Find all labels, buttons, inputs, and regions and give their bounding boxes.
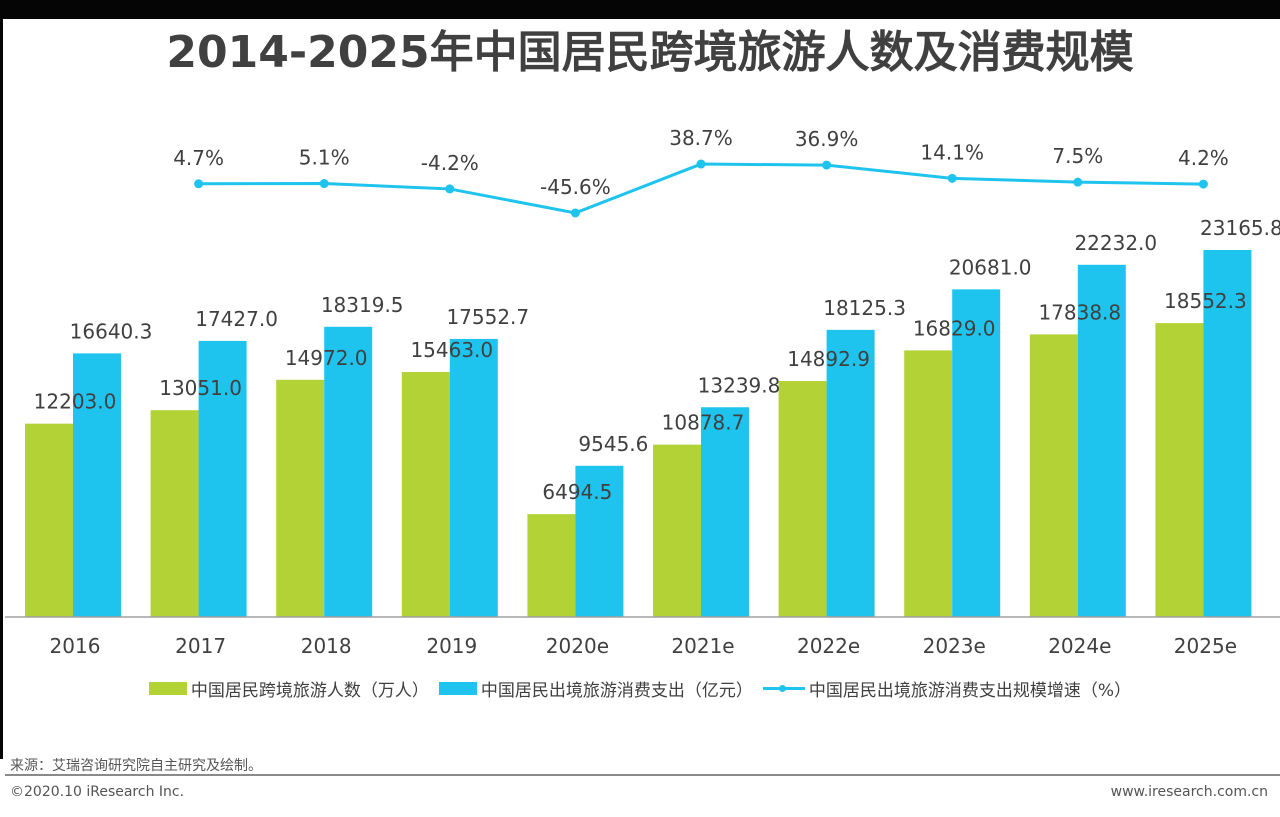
bar-spending (198, 340, 247, 617)
legend-item-travelers: 中国居民跨境旅游人数（万人） (148, 676, 429, 701)
bar-travelers (401, 372, 450, 617)
bar-spending (952, 289, 1001, 617)
legend-item-spending: 中国居民出境旅游消费支出（亿元） (438, 676, 753, 701)
data-label-spending: 17552.7 (446, 305, 529, 329)
x-tick-label: 2023e (923, 634, 986, 658)
growth-label: 7.5% (1052, 144, 1103, 168)
data-label-spending: 13239.8 (698, 373, 781, 397)
bar-spending (826, 329, 875, 617)
bar-spending (701, 407, 749, 617)
data-label-travelers: 6494.5 (542, 480, 612, 504)
x-tick-label: 2021e (671, 634, 734, 658)
growth-point (445, 184, 455, 194)
data-label-travelers: 18552.3 (1164, 289, 1247, 313)
legend: 中国居民跨境旅游人数（万人） 中国居民出境旅游消费支出（亿元） 中国居民出境旅游… (0, 676, 1280, 701)
growth-label: -45.6% (540, 175, 611, 199)
growth-point (1073, 177, 1083, 187)
bar-spending (449, 338, 498, 617)
growth-label: 4.2% (1178, 146, 1229, 170)
growth-point (319, 179, 329, 189)
growth-point (947, 173, 957, 183)
x-tick-label: 2017 (175, 634, 226, 658)
data-label-travelers: 17838.8 (1038, 300, 1121, 324)
data-label-travelers: 15463.0 (410, 338, 493, 362)
bar-travelers (527, 514, 576, 617)
legend-label: 中国居民出境旅游消费支出（亿元） (480, 681, 753, 701)
legend-label: 中国居民跨境旅游人数（万人） (190, 681, 429, 701)
data-label-travelers: 13051.0 (159, 376, 242, 400)
legend-swatch-blue (438, 682, 477, 695)
data-label-spending: 20681.0 (949, 255, 1032, 279)
growth-line (198, 162, 1204, 215)
chart: 2016 2017 2018 2019 2020e 2021e 2022e 2023e 2024… (5, 126, 1280, 658)
bar-travelers (904, 350, 953, 617)
bar-travelers (1155, 323, 1204, 617)
growth-label: 5.1% (299, 146, 350, 170)
data-label-travelers: 14892.9 (787, 347, 870, 371)
top-bar (0, 0, 1280, 19)
legend-label: 中国居民出境旅游消费支出规模增速（%） (808, 681, 1132, 701)
legend-swatch-green (148, 682, 187, 695)
growth-label: -4.2% (421, 151, 479, 175)
bar-spending (73, 353, 121, 617)
x-tick-label: 2016 (50, 634, 101, 658)
growth-label: 36.9% (795, 127, 859, 151)
data-label-travelers: 16829.0 (913, 316, 996, 340)
bar-travelers (1029, 334, 1078, 617)
bar-spending (1077, 264, 1126, 617)
x-tick-label: 2024e (1048, 634, 1111, 658)
bar-travelers (25, 423, 73, 617)
bar-spending (324, 326, 373, 617)
bar-spending (575, 465, 624, 617)
bar-travelers (150, 410, 199, 617)
x-tick-label: 2025e (1174, 634, 1237, 658)
chart-title: 2014-2025年中国居民跨境旅游人数及消费规模 (166, 27, 1134, 78)
website-link[interactable]: www.iresearch.com.cn (1110, 784, 1268, 800)
bar-travelers (276, 379, 325, 617)
data-label-spending: 17427.0 (195, 307, 278, 331)
legend-item-growth: 中国居民出境旅游消费支出规模增速（%） (762, 676, 1132, 701)
growth-point (570, 208, 580, 218)
growth-label: 4.7% (173, 146, 224, 170)
x-tick-label: 2022e (797, 634, 860, 658)
footer-divider (5, 774, 1280, 776)
data-label-spending: 22232.0 (1074, 231, 1157, 255)
data-label-spending: 9545.6 (578, 432, 648, 456)
growth-point (194, 179, 204, 189)
data-label-travelers: 14972.0 (285, 346, 368, 370)
data-label-travelers: 10878.7 (662, 411, 745, 435)
growth-label: 38.7% (669, 126, 733, 150)
data-label-spending: 16640.3 (70, 319, 153, 343)
growth-point (822, 160, 832, 170)
x-tick-label: 2019 (426, 634, 477, 658)
data-label-spending: 18125.3 (823, 296, 906, 320)
legend-line-marker-icon (762, 682, 805, 695)
x-tick-label: 2018 (301, 634, 352, 658)
source-note: 来源：艾瑞咨询研究院自主研究及绘制。 (10, 758, 262, 774)
x-tick-label: 2020e (546, 634, 609, 658)
left-edge (0, 19, 3, 759)
bar-spending (1203, 250, 1252, 617)
copyright: ©2020.10 iResearch Inc. (10, 784, 185, 800)
bar-travelers (653, 444, 701, 617)
data-label-spending: 23165.8 (1200, 216, 1280, 240)
data-label-spending: 18319.5 (321, 293, 404, 317)
bar-travelers (778, 381, 827, 617)
growth-point (1198, 179, 1208, 189)
growth-label: 14.1% (920, 140, 984, 164)
growth-point (696, 159, 706, 169)
data-label-travelers: 12203.0 (34, 390, 117, 414)
